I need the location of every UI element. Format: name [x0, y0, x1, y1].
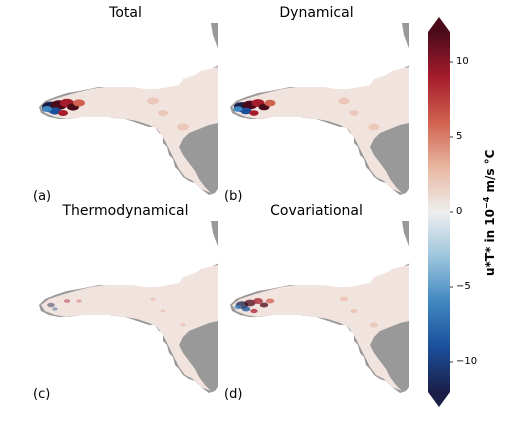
field-anomaly — [52, 307, 58, 311]
field-anomaly — [368, 123, 380, 131]
open-water-area — [33, 221, 218, 401]
field-anomaly — [244, 299, 256, 307]
panel-letter-c: (c) — [33, 387, 51, 402]
field-anomaly — [76, 299, 82, 303]
panel-letter-a: (a) — [33, 189, 52, 204]
field-anomaly — [234, 304, 242, 310]
panel-letter-d: (d) — [224, 387, 243, 402]
field-anomaly — [180, 323, 186, 327]
panel-title-thermodynamical: Thermodynamical — [62, 203, 189, 219]
colorbar-tick-label: 0 — [456, 206, 463, 217]
field-anomaly — [350, 308, 358, 314]
colorbar-extend-top — [428, 17, 450, 32]
colorbar-extend-bottom — [428, 392, 450, 407]
panel-title-dynamical: Dynamical — [279, 5, 354, 21]
panel-title-covariational: Covariational — [270, 203, 363, 219]
field-anomaly — [369, 322, 379, 328]
colorbar-body — [428, 32, 450, 392]
panel-title-total: Total — [109, 5, 142, 21]
open-water-area — [224, 23, 409, 203]
colorbar-label: u*T* in 10−4 m/s °C — [482, 149, 497, 276]
basin-field — [232, 265, 409, 391]
colorbar-tick-label: 10 — [456, 56, 469, 67]
field-anomaly — [240, 107, 252, 115]
map-panel-total — [33, 23, 218, 203]
field-anomaly — [160, 309, 166, 313]
map-panel-thermodynamical — [33, 221, 218, 401]
field-anomaly — [339, 296, 349, 302]
basin-field — [41, 67, 218, 193]
field-anomaly — [338, 97, 350, 105]
field-anomaly — [49, 107, 61, 115]
colorbar-tick-label: 5 — [456, 131, 463, 142]
field-anomaly — [147, 97, 159, 105]
field-anomaly — [158, 110, 168, 116]
field-anomaly — [265, 298, 275, 304]
field-anomaly — [241, 306, 251, 312]
colorbar-tick-label: −10 — [456, 356, 478, 367]
field-anomaly — [73, 99, 85, 107]
field-anomaly — [47, 302, 55, 308]
field-anomaly — [177, 123, 189, 131]
field-anomaly — [349, 110, 359, 116]
field-anomaly — [250, 308, 258, 314]
basin-field — [232, 67, 409, 193]
open-water-area — [224, 221, 409, 401]
field-anomaly — [63, 299, 71, 303]
field-anomaly — [249, 110, 259, 116]
map-panel-dynamical — [224, 23, 409, 203]
field-anomaly — [259, 302, 269, 308]
field-anomaly — [253, 298, 263, 304]
open-water-area — [33, 23, 218, 203]
field-anomaly — [58, 110, 68, 116]
field-anomaly — [233, 106, 243, 112]
panel-letter-b: (b) — [224, 189, 243, 204]
field-anomaly — [264, 99, 276, 107]
basin-field — [41, 265, 218, 391]
map-panel-covariational — [224, 221, 409, 401]
field-anomaly — [42, 106, 52, 112]
colorbar — [428, 17, 453, 407]
field-anomaly — [150, 297, 156, 301]
colorbar-tick-label: −5 — [456, 281, 471, 292]
